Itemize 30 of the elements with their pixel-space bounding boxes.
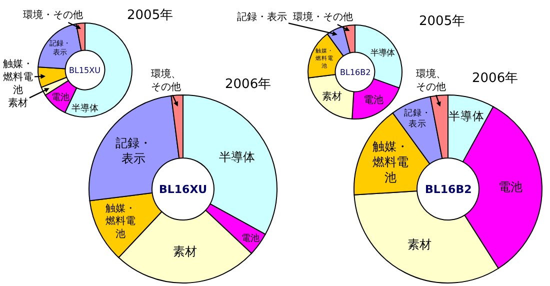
slice-label: 触媒・燃料電池 xyxy=(372,139,409,185)
slice-label: 素材 xyxy=(408,238,432,252)
chart-title: 2006年 xyxy=(472,71,518,86)
slice-label: 記録・表示 xyxy=(237,11,287,23)
text: 2005年 xyxy=(419,14,466,29)
slice-label: 電池 xyxy=(242,233,260,244)
slice-label: 素材 xyxy=(8,97,28,109)
slice-label: 半導体 xyxy=(218,150,255,164)
slice-label: 環境・その他 xyxy=(293,11,353,23)
slice-label: 電池 xyxy=(363,94,384,106)
slice-label: 半導体 xyxy=(370,47,394,58)
text: BL16B2 xyxy=(340,68,371,77)
legend-label: 半導体 xyxy=(448,108,485,123)
slice-label: 環境・その他 xyxy=(23,9,83,21)
slice-label: 環境、その他 xyxy=(416,68,446,93)
slice-label: 半導体 xyxy=(72,103,98,114)
slice-label: 環境、その他 xyxy=(151,68,181,93)
slice-label: 素材 xyxy=(322,90,342,102)
text: BL15XU xyxy=(69,66,101,75)
slice-label: 素材 xyxy=(172,244,197,258)
text: 2006年 xyxy=(225,77,272,92)
slice-label: 触媒・燃料電池 xyxy=(105,203,136,240)
slice-label: 電池 xyxy=(498,180,522,194)
slice-label: 記録・表示 xyxy=(116,136,152,166)
slice-label: 触媒・燃料電池 xyxy=(3,59,33,96)
text: BL16B2 xyxy=(425,183,472,196)
slice-label: 電池 xyxy=(52,92,70,104)
slice-label: 記録・表示 xyxy=(404,107,431,130)
chart-title: 2005年 xyxy=(127,8,174,23)
text: BL16XU xyxy=(159,183,208,196)
